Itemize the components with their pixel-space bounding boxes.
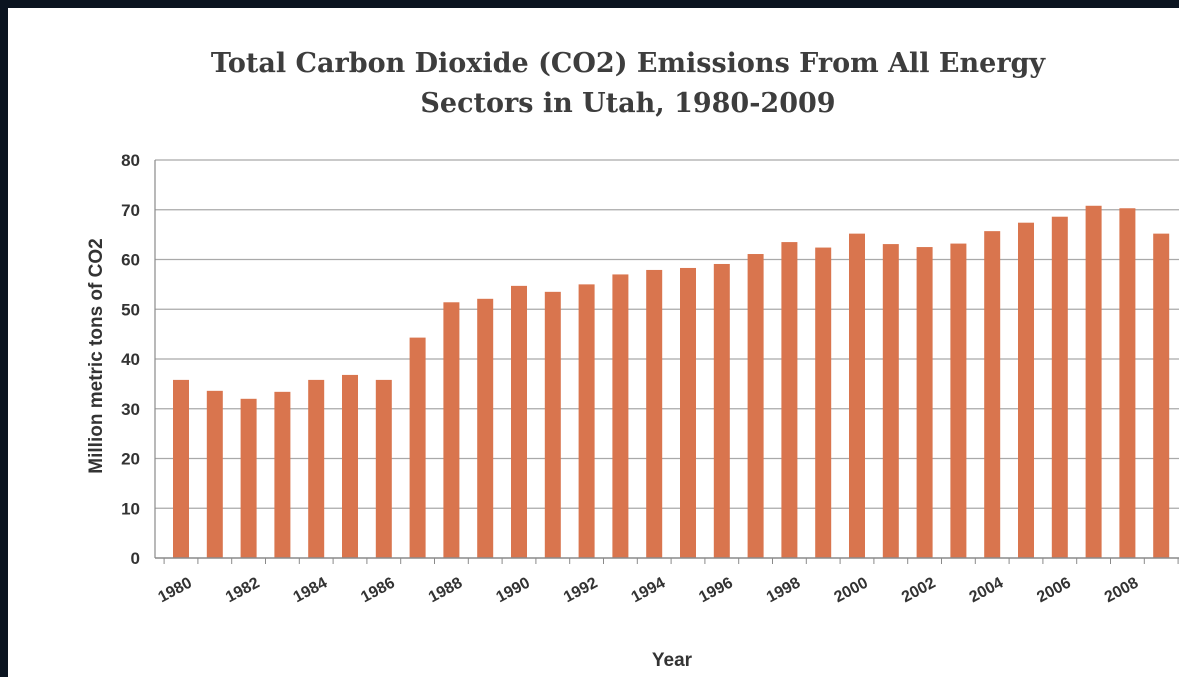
y-tick-label: 70: [121, 201, 140, 220]
bar-1988: [443, 302, 460, 558]
x-tick-label: 1984: [291, 574, 330, 606]
gridlines: [155, 159, 1179, 509]
y-tick-label: 80: [121, 151, 140, 170]
x-tick-label: 2000: [831, 574, 870, 606]
bar-2000: [849, 233, 865, 558]
x-tick-label: 2006: [1034, 574, 1073, 606]
bar-2006: [1051, 216, 1068, 558]
y-tick-labels: 0 10 20 30 40 50 60 70 80: [121, 151, 140, 568]
y-tick-label: 30: [121, 400, 140, 419]
bar-1986: [375, 379, 392, 558]
bar-1990: [511, 285, 527, 558]
x-tick-label: 2004: [967, 574, 1006, 606]
bar-2003: [950, 243, 967, 558]
x-tick-label: 1980: [155, 574, 194, 606]
x-tick-label: 1982: [223, 574, 262, 606]
bar-1987: [409, 337, 426, 558]
y-tick-label: 20: [121, 450, 140, 469]
y-axis-label: Million metric tons of CO2: [86, 238, 107, 473]
bar-2008: [1119, 208, 1136, 558]
x-tick-label: 1992: [561, 574, 600, 606]
bar-1995: [680, 267, 696, 558]
bar-1998: [781, 242, 798, 558]
y-tick-label: 10: [121, 499, 140, 518]
bar-1991: [544, 291, 561, 558]
bar-1984: [308, 379, 325, 558]
bars-group: [173, 205, 1170, 558]
chart-title-line-2: Sectors in Utah, 1980-2009: [420, 88, 836, 119]
x-tick-label: 1990: [493, 574, 532, 606]
bar-1985: [342, 374, 358, 558]
bar-1993: [612, 274, 629, 558]
x-tick-label: 1988: [426, 574, 465, 606]
bar-1997: [747, 254, 764, 558]
bar-1989: [477, 298, 494, 558]
bar-1982: [240, 398, 257, 558]
bar-1983: [274, 391, 291, 558]
x-tick-label: 1998: [764, 574, 803, 606]
chart-title-line-1: Total Carbon Dioxide (CO2) Emissions Fro…: [210, 48, 1046, 79]
chart-title: Total Carbon Dioxide (CO2) Emissions Fro…: [8, 44, 1179, 124]
x-tick-label: 2002: [899, 574, 938, 606]
bar-2002: [916, 247, 933, 558]
x-axis-label: Year: [652, 650, 693, 671]
x-tick-label: 1996: [696, 574, 735, 606]
bar-2001: [882, 244, 899, 558]
x-tick-label: 1994: [629, 574, 668, 606]
bar-1999: [815, 247, 832, 558]
bar-2005: [1018, 222, 1034, 558]
chart-panel: 0 10 20 30 40 50 60 70 80 1980 1982 1984 1986 1988 19…: [8, 8, 1179, 677]
bar-2004: [984, 231, 1001, 558]
bar-1992: [578, 284, 595, 558]
bar-1980: [173, 379, 189, 558]
bar-1994: [646, 269, 663, 558]
x-tick-labels: 1980 1982 1984 1986 1988 1990 1992 1994 1996 1998…: [155, 574, 1141, 606]
y-tick-label: 40: [121, 350, 140, 369]
x-tick-label: 1986: [358, 574, 397, 606]
y-tick-label: 0: [131, 549, 140, 568]
bar-1996: [713, 263, 730, 558]
bar-2007: [1085, 205, 1102, 558]
y-tick-label: 60: [121, 251, 140, 270]
y-tick-label: 50: [121, 300, 140, 319]
bar-1981: [206, 390, 223, 558]
axes: [154, 160, 1179, 564]
bar-2009: [1153, 233, 1170, 558]
x-tick-label: 2008: [1102, 574, 1141, 606]
